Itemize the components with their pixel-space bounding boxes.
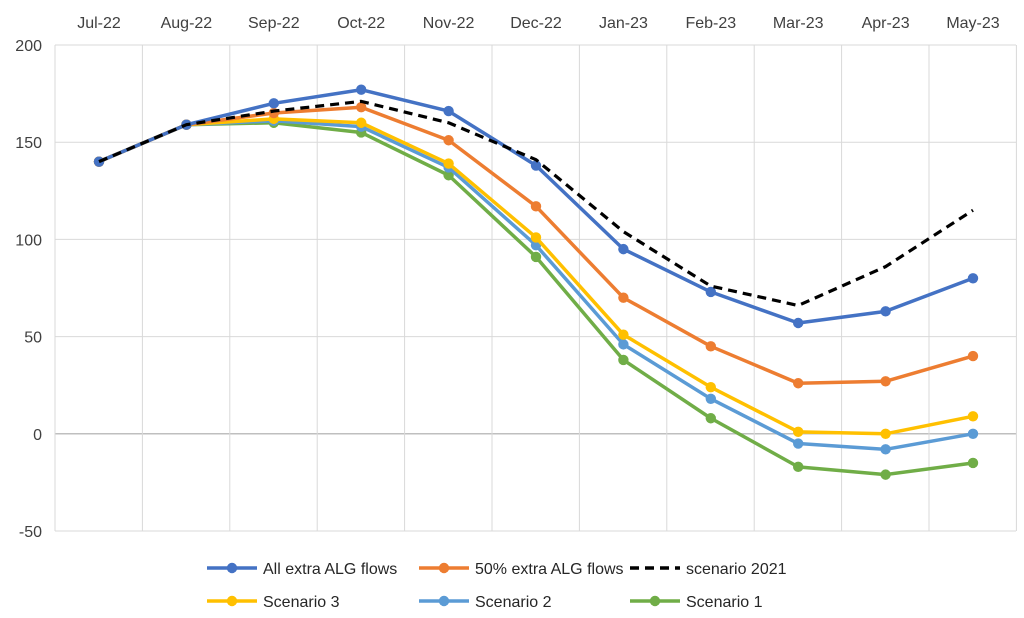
data-point bbox=[618, 292, 629, 303]
legend-marker bbox=[226, 595, 238, 607]
legend: All extra ALG flows 50% extra ALG flows sc… bbox=[207, 561, 787, 611]
legend-label: Scenario 2 bbox=[475, 594, 552, 611]
data-point bbox=[530, 160, 542, 171]
x-tick-label: Jul-22 bbox=[77, 15, 121, 32]
legend-item: All extra ALG flows bbox=[207, 561, 397, 578]
data-point bbox=[530, 251, 542, 263]
x-tick-label: Nov-22 bbox=[423, 15, 475, 32]
legend-label: scenario 2021 bbox=[686, 561, 787, 578]
series-lines bbox=[93, 84, 979, 480]
data-point bbox=[705, 381, 716, 393]
x-tick-label: Sep-22 bbox=[248, 15, 300, 32]
data-point bbox=[530, 232, 542, 243]
data-point bbox=[618, 329, 629, 340]
x-tick-label: Oct-22 bbox=[337, 15, 385, 32]
data-point bbox=[356, 117, 367, 128]
x-tick-label: Aug-22 bbox=[161, 15, 213, 32]
data-point bbox=[880, 444, 891, 455]
legend-item: Scenario 2 bbox=[419, 594, 552, 611]
y-tick-label: 200 bbox=[15, 38, 42, 55]
data-point bbox=[618, 354, 629, 366]
data-point bbox=[705, 341, 716, 352]
data-point bbox=[880, 428, 891, 439]
legend-marker bbox=[649, 595, 661, 607]
legend-item: Scenario 1 bbox=[630, 594, 763, 611]
data-point bbox=[880, 306, 891, 317]
legend-marker bbox=[438, 562, 450, 574]
data-point bbox=[618, 339, 629, 350]
y-tick-label: 50 bbox=[24, 330, 42, 347]
x-tick-label: May-23 bbox=[946, 15, 999, 32]
data-point bbox=[268, 98, 279, 109]
series-scenario-2021 bbox=[98, 99, 974, 308]
legend-item: scenario 2021 bbox=[630, 561, 787, 578]
legend-marker bbox=[438, 595, 450, 607]
x-tick-label: Jan-23 bbox=[599, 15, 648, 32]
data-point bbox=[705, 393, 716, 405]
x-tick-label: Feb-23 bbox=[685, 15, 736, 32]
legend-item: Scenario 3 bbox=[207, 594, 340, 611]
x-tick-label: Dec-22 bbox=[510, 15, 562, 32]
data-point bbox=[530, 201, 542, 212]
data-point bbox=[967, 428, 979, 439]
data-point bbox=[967, 350, 979, 362]
data-point bbox=[443, 158, 454, 169]
y-tick-label: 150 bbox=[15, 135, 42, 152]
data-point bbox=[356, 102, 367, 113]
legend-label: Scenario 1 bbox=[686, 594, 763, 611]
data-point bbox=[793, 426, 804, 438]
data-point bbox=[793, 378, 804, 389]
x-tick-label: Apr-23 bbox=[862, 15, 910, 32]
data-point bbox=[967, 273, 979, 284]
data-point bbox=[443, 135, 454, 146]
data-point bbox=[793, 461, 804, 473]
data-point bbox=[618, 243, 629, 255]
data-point bbox=[793, 438, 804, 449]
x-tick-label: Mar-23 bbox=[773, 15, 824, 32]
data-point bbox=[880, 469, 891, 480]
legend-label: All extra ALG flows bbox=[263, 561, 397, 578]
data-point bbox=[356, 84, 367, 95]
legend-item: 50% extra ALG flows bbox=[419, 561, 624, 578]
data-point bbox=[793, 317, 804, 329]
y-tick-label: -50 bbox=[19, 524, 42, 541]
data-point bbox=[705, 286, 716, 298]
data-point bbox=[705, 413, 716, 424]
legend-label: Scenario 3 bbox=[263, 594, 340, 611]
data-point bbox=[880, 376, 891, 387]
data-point bbox=[443, 170, 454, 181]
x-axis-tick-labels: Jul-22 Aug-22 Sep-22 Oct-22 Nov-22 Dec-22 Jan-… bbox=[77, 15, 1000, 32]
legend-marker bbox=[226, 562, 238, 574]
y-axis-tick-labels: -50 0 50 100 150 200 bbox=[15, 38, 42, 541]
data-point bbox=[443, 105, 454, 117]
series-line bbox=[98, 99, 974, 308]
legend-label: 50% extra ALG flows bbox=[475, 561, 624, 578]
data-point bbox=[967, 411, 979, 422]
y-tick-label: 100 bbox=[15, 232, 42, 249]
data-point bbox=[967, 457, 979, 469]
y-tick-label: 0 bbox=[33, 427, 42, 444]
